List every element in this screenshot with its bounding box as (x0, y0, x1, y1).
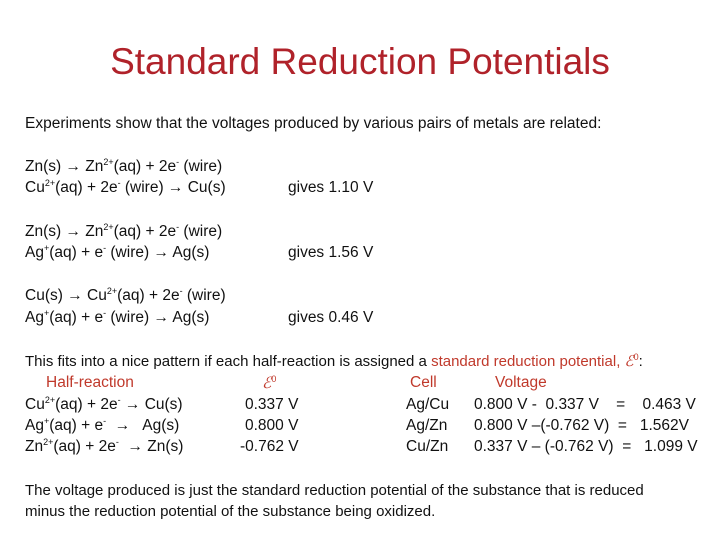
row-3-voltage: 0.337 V – (-0.762 V) = 1.099 V (474, 438, 698, 455)
row-1-cell: Ag/Cu (406, 396, 450, 413)
header-half-reaction: Half-reaction (46, 374, 134, 391)
row-2-e0: 0.800 V (245, 417, 299, 434)
row-3-cell: Cu/Zn (406, 438, 449, 455)
header-e0: ℰ0 (262, 374, 277, 392)
slide-title: Standard Reduction Potentials (110, 41, 610, 82)
row-2-cell: Ag/Zn (406, 417, 448, 434)
row-1-e0: 0.337 V (245, 396, 299, 413)
pair-1-voltage: gives 1.10 V (288, 179, 374, 196)
pair-2-voltage: gives 1.56 V (288, 244, 374, 261)
pattern-text: This fits into a nice pattern if each ha… (25, 352, 643, 370)
row-2-half-reaction: Ag+(aq) + e- → Ag(s) (25, 416, 180, 435)
pair-3-voltage: gives 0.46 V (288, 309, 374, 326)
row-1-voltage: 0.800 V - 0.337 V = 0.463 V (474, 396, 696, 413)
row-1-half-reaction: Cu2+(aq) + 2e- → Cu(s) (25, 395, 183, 414)
pair-2-line-1: Zn(s) → Zn2+(aq) + 2e- (wire) (25, 222, 223, 241)
pair-3-line-2: Ag+(aq) + e- (wire) → Ag(s) (25, 308, 210, 327)
conclusion-line-1: The voltage produced is just the standar… (25, 482, 644, 499)
header-cell: Cell (410, 374, 437, 391)
pair-3-line-1: Cu(s) → Cu2+(aq) + 2e- (wire) (25, 286, 226, 305)
pair-1-line-2: Cu2+(aq) + 2e- (wire) → Cu(s) (25, 178, 226, 197)
row-3-e0: -0.762 V (240, 438, 299, 455)
pair-1-line-1: Zn(s) → Zn2+(aq) + 2e- (wire) (25, 157, 223, 176)
intro-text: Experiments show that the voltages produ… (25, 115, 602, 132)
pair-2-line-2: Ag+(aq) + e- (wire) → Ag(s) (25, 243, 210, 262)
row-3-half-reaction: Zn2+(aq) + 2e- → Zn(s) (25, 437, 184, 456)
conclusion-line-2: minus the reduction potential of the sub… (25, 503, 436, 520)
standard-reduction-potential-highlight: standard reduction potential, (431, 353, 625, 370)
header-voltage: Voltage (495, 374, 547, 391)
e0-symbol: ℰ (624, 352, 634, 370)
row-2-voltage: 0.800 V –(-0.762 V) = 1.562V (474, 417, 689, 434)
